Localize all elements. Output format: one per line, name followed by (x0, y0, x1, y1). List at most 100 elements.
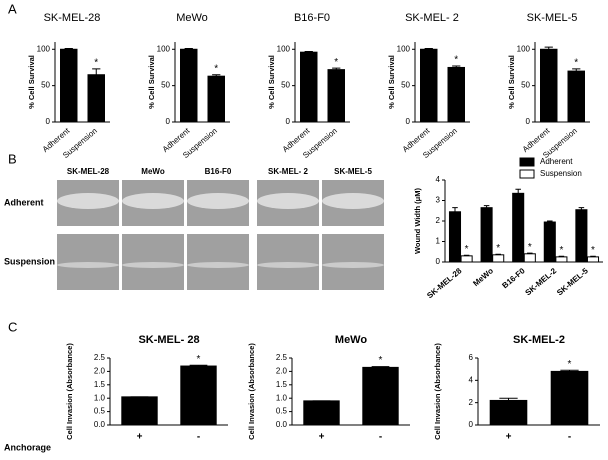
bar (60, 48, 78, 123)
y-tick-label: 4 (469, 375, 474, 384)
x-tick-label: + (506, 432, 512, 443)
y-tick-label: 1 (436, 237, 441, 246)
significance: * (465, 244, 469, 255)
y-tick-label: 0.5 (276, 407, 288, 416)
panel-label: A (8, 1, 17, 16)
chart-title: SK-MEL- 2 (405, 12, 459, 24)
bar (447, 66, 465, 123)
bar (180, 365, 217, 426)
legend-label: Suspension (540, 169, 582, 178)
x-tick-label: MeWo (471, 266, 495, 288)
legend-label: Adherent (540, 157, 573, 166)
y-tick-label: 100 (517, 44, 531, 53)
bar (448, 211, 462, 263)
bar (420, 48, 438, 123)
significance: * (214, 63, 218, 74)
bar (575, 209, 588, 263)
error-bar (572, 68, 581, 72)
y-tick-label: 3 (436, 196, 441, 205)
significance: * (496, 243, 500, 254)
error-bar (560, 369, 579, 372)
y-axis-label: Cell Invasion (Absorbance) (433, 343, 442, 440)
bar (300, 51, 318, 123)
error-bar (64, 48, 73, 50)
significance: * (334, 57, 338, 68)
wound-gap (257, 262, 319, 268)
x-tick-label: SK-MEL-28 (425, 266, 464, 300)
wound-gap (322, 262, 384, 268)
error-bar (483, 205, 490, 208)
y-tick-label: 6 (469, 353, 474, 362)
bar (489, 399, 528, 426)
significance: * (94, 58, 98, 69)
wound-gap (122, 262, 184, 268)
bar (87, 74, 105, 123)
y-tick-label: 1.0 (276, 393, 288, 402)
y-tick-label: 4 (436, 175, 441, 184)
error-bar (558, 255, 565, 257)
significance: * (574, 58, 578, 69)
error-bar (304, 50, 313, 53)
x-tick-label: + (137, 432, 143, 443)
significance: * (197, 354, 201, 365)
panel-label: B (8, 151, 17, 166)
y-tick-label: 100 (397, 44, 411, 53)
y-tick-label: 50 (161, 81, 170, 90)
bar (586, 256, 600, 263)
x-tick-label: - (379, 432, 382, 443)
significance: * (559, 245, 563, 256)
y-axis-label: % Cell Survival (507, 55, 516, 109)
significance: * (454, 55, 458, 66)
y-axis-label: Cell Invasion (Absorbance) (65, 343, 74, 440)
error-bar (452, 207, 458, 212)
y-tick-label: 0.0 (94, 420, 106, 429)
y-tick-label: 100 (157, 44, 171, 53)
bar (121, 396, 158, 426)
y-tick-label: 0 (469, 420, 474, 429)
error-bar (463, 254, 470, 256)
chart-title: MeWo (176, 12, 208, 24)
y-axis-label: % Cell Survival (147, 55, 156, 109)
significance: * (568, 359, 572, 370)
wound-gap (57, 262, 119, 268)
x-tick-label: - (568, 432, 571, 443)
legend-swatch (519, 169, 535, 179)
y-tick-label: 1.0 (94, 393, 106, 402)
wound-gap (187, 262, 249, 268)
bar (540, 48, 558, 123)
y-tick-label: 1.5 (94, 380, 106, 389)
x-tick-label: - (197, 432, 200, 443)
error-bar (547, 220, 553, 223)
bar (480, 207, 493, 263)
wound-gap (57, 193, 119, 209)
chart-title: SK-MEL-5 (527, 12, 578, 24)
y-tick-label: 50 (281, 81, 290, 90)
y-tick-label: 0.0 (276, 420, 288, 429)
error-bar (452, 65, 461, 68)
y-tick-label: 100 (37, 44, 51, 53)
column-label: SK-MEL-5 (334, 167, 372, 176)
chart-title: SK-MEL-2 (513, 334, 565, 346)
bar (523, 253, 536, 263)
y-tick-label: 0.5 (94, 407, 106, 416)
y-tick-label: 0 (286, 117, 291, 126)
error-bar (590, 255, 596, 257)
significance: * (591, 245, 595, 256)
y-tick-label: 2.5 (94, 353, 106, 362)
row-label: Suspension (4, 256, 55, 266)
y-axis-label: % Cell Survival (267, 55, 276, 109)
y-axis-label: % Cell Survival (387, 55, 396, 109)
wound-gap (187, 193, 249, 209)
bar (555, 256, 568, 263)
wound-gap (257, 193, 319, 209)
y-tick-label: 0 (166, 117, 171, 126)
chart-title: SK-MEL-28 (44, 12, 101, 24)
error-bar (189, 364, 208, 367)
y-tick-label: 0 (406, 117, 411, 126)
bar (567, 70, 585, 123)
bar (303, 400, 340, 426)
x-tick-label: SK-MEL-5 (555, 266, 590, 298)
significance: * (528, 242, 532, 253)
y-tick-label: 100 (277, 44, 291, 53)
